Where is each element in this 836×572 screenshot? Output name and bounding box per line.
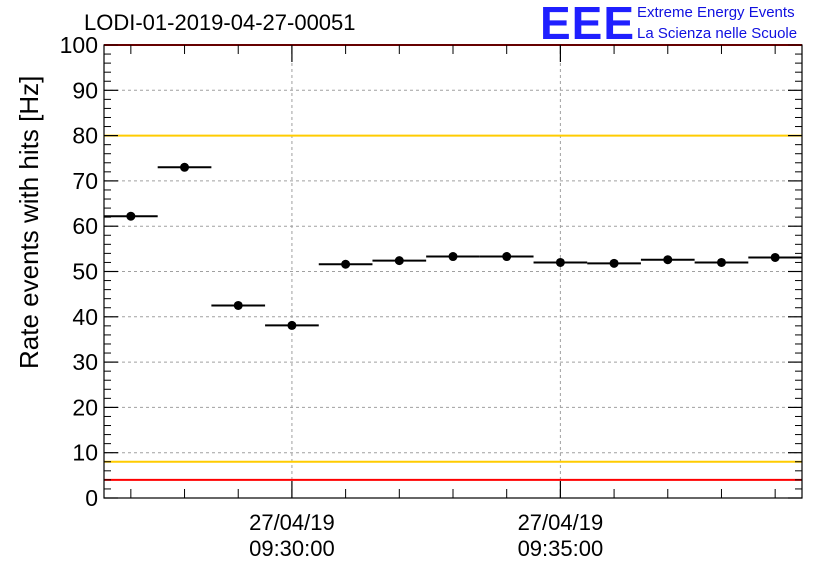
y-tick-label: 70 [72, 168, 98, 194]
x-tick-label-date: 27/04/19 [518, 510, 604, 535]
y-tick-label: 0 [85, 485, 98, 511]
data-point [609, 258, 619, 268]
y-tick-label: 10 [72, 440, 98, 466]
grid-lines [104, 45, 802, 498]
data-point [126, 211, 136, 221]
tick-labels: 010203040506070809010027/04/1909:30:0027… [60, 32, 604, 561]
x-tick-label-time: 09:30:00 [249, 536, 335, 561]
data-point [663, 255, 673, 265]
chart-title: LODI-01-2019-04-27-00051 [84, 10, 356, 35]
y-tick-label: 60 [72, 213, 98, 239]
data-point [448, 252, 458, 262]
y-tick-label: 40 [72, 304, 98, 330]
x-tick-label-time: 09:35:00 [518, 536, 604, 561]
y-tick-label: 100 [60, 32, 98, 58]
eee-logo: EEE [540, 0, 636, 49]
data-point [716, 257, 726, 267]
y-tick-label: 50 [72, 259, 98, 285]
y-tick-label: 30 [72, 349, 98, 375]
data-point [502, 252, 512, 262]
data-point [233, 300, 243, 310]
logo-line-2: La Scienza nelle Scuole [637, 25, 798, 42]
logo-line-1: Extreme Energy Events [637, 4, 795, 21]
data-points [104, 162, 802, 330]
data-point [770, 252, 780, 262]
x-tick-label-date: 27/04/19 [249, 510, 335, 535]
data-point [555, 257, 565, 267]
y-tick-label: 90 [72, 77, 98, 103]
data-point [394, 256, 404, 266]
data-point [180, 162, 190, 172]
data-point [287, 320, 297, 330]
y-tick-label: 80 [72, 123, 98, 149]
y-tick-label: 20 [72, 394, 98, 420]
axis-ticks [104, 44, 802, 499]
data-point [341, 259, 351, 269]
